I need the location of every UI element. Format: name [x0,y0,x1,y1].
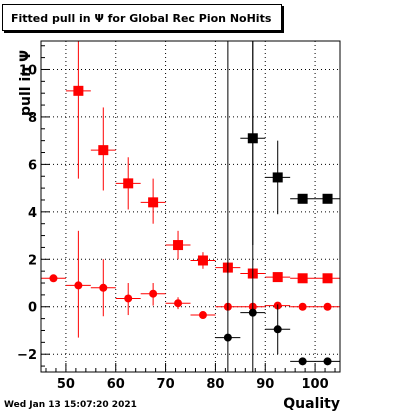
data-point [165,297,191,310]
data-point [265,140,291,215]
data-point [290,357,316,366]
chart-title: Fitted pull in Ψ for Global Rec Pion NoH… [2,4,282,31]
plot-frame [40,40,341,373]
square-marker [322,193,333,204]
data-point [115,283,141,316]
axis-ticks: 50 60 70 80 90 100 −2 0 2 4 6 8 10 [17,45,336,392]
square-marker [123,178,134,189]
data-point [315,273,340,284]
square-marker [73,85,84,96]
x-tick-label: 100 [302,377,329,392]
data-point [265,272,291,283]
data-point [315,193,340,204]
data-point [41,274,66,283]
circle-marker [49,274,58,283]
circle-marker [99,283,108,292]
data-point [315,357,340,366]
y-tick-label: 10 [19,63,37,78]
data-series [41,41,340,372]
data-point [215,41,241,372]
y-axis-label: pull in Ψ [18,50,34,116]
data-point [90,107,116,191]
x-tick-label: 50 [57,377,75,392]
series-2 [41,230,340,338]
series-3 [240,41,340,246]
data-point [240,41,266,372]
circle-marker [273,325,282,334]
series-1 [65,41,340,284]
circle-marker [298,302,307,311]
data-point [90,259,116,317]
y-tick-label: −2 [17,348,37,363]
data-point [290,273,316,284]
timestamp: Wed Jan 13 15:07:20 2021 [4,400,137,410]
circle-marker [323,302,332,311]
data-point [65,230,91,338]
x-tick-label: 90 [256,377,274,392]
data-point [115,157,141,210]
y-tick-label: 6 [28,158,37,173]
circle-marker [74,281,83,290]
data-point [165,230,191,260]
square-marker [322,273,333,284]
square-marker [98,145,109,156]
data-point [190,311,216,320]
x-tick-label: 60 [107,377,125,392]
circle-marker [198,311,207,320]
circle-marker [174,299,183,308]
y-tick-label: 2 [28,253,37,268]
data-point [265,304,291,355]
circle-marker [223,333,232,342]
square-marker [272,272,283,283]
data-point [290,302,316,311]
square-marker [297,193,308,204]
square-marker [173,240,184,251]
circle-marker [298,357,307,366]
square-marker [148,197,159,208]
x-tick-label: 80 [206,377,224,392]
series-4 [215,41,340,372]
circle-marker [323,357,332,366]
data-point [290,193,316,204]
circle-marker [149,289,158,298]
square-marker [272,172,283,183]
y-tick-label: 4 [28,206,37,221]
data-point [140,178,166,224]
x-tick-label: 70 [157,377,175,392]
circle-marker [248,308,257,317]
data-point [65,41,91,179]
data-point [140,283,166,306]
square-marker [297,273,308,284]
circle-marker [124,294,133,303]
y-tick-label: 8 [28,111,37,126]
square-marker [197,255,208,266]
data-point [315,302,340,311]
x-axis-label: Quality [283,396,340,412]
y-tick-label: 0 [28,301,37,316]
data-point [190,252,216,269]
